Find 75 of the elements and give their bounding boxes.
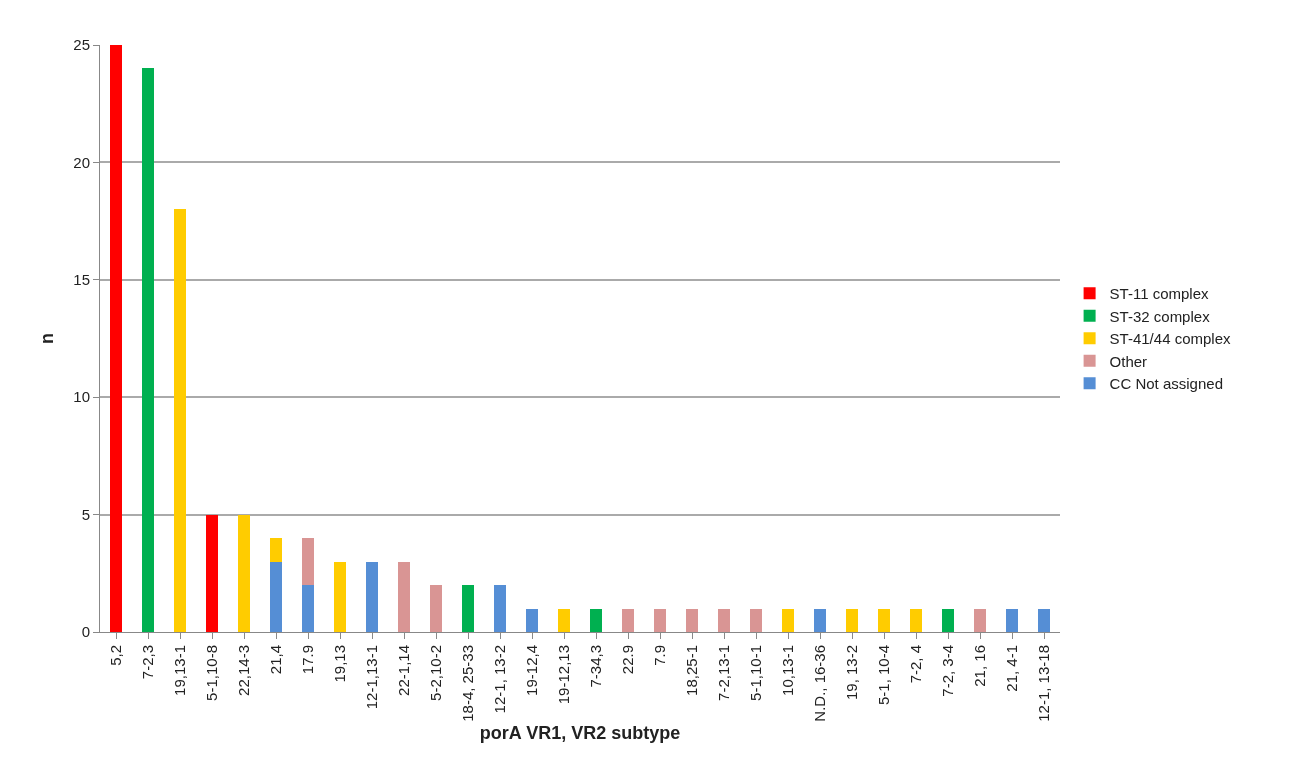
bar: [781, 608, 795, 632]
x-tick-label: 19,13-1: [170, 645, 188, 696]
bar: [333, 561, 347, 632]
legend-label: CC Not assigned: [1109, 375, 1223, 393]
x-tick-label: 5-1,10-1: [746, 645, 764, 701]
x-tick-label: 18,25-1: [682, 645, 700, 696]
x-tick-label: 5-2,10-2: [426, 645, 444, 701]
bar: [557, 608, 571, 632]
x-tick-label: 7.9: [650, 645, 668, 666]
bar: [365, 561, 379, 632]
bar: [973, 608, 987, 632]
x-tick-label: 7-2, 4: [906, 645, 924, 684]
x-tick-label: 21, 16: [970, 645, 988, 687]
y-tick-label: 10: [73, 388, 90, 406]
x-tick-label: 18-4, 25-33: [458, 645, 476, 722]
x-tick-label: 17.9: [298, 645, 316, 675]
x-tick-label: 21,4: [266, 645, 284, 675]
bar: [845, 608, 859, 632]
x-tick-label: 12-1, 13-2: [490, 645, 508, 714]
x-tick-label: 5,2: [106, 645, 124, 666]
bar: [621, 608, 635, 632]
bar: [269, 561, 283, 632]
bar: [109, 45, 123, 632]
x-tick-label: 12-1, 13-18: [1034, 645, 1052, 722]
legend-label: ST-41/44 complex: [1109, 330, 1231, 348]
x-tick-label: 22,14-3: [234, 645, 252, 696]
x-tick-label: N.D., 16-36: [810, 645, 828, 722]
x-tick-label: 7-34,3: [586, 645, 604, 688]
x-tick-label: 5-1,10-8: [202, 645, 220, 701]
bar: [301, 538, 315, 586]
x-tick-label: 22.9: [618, 645, 636, 675]
bar: [173, 209, 187, 632]
x-tick-label: 7-2, 3-4: [938, 645, 956, 697]
bar: [397, 561, 411, 632]
bar: [1005, 608, 1019, 632]
x-tick-label: 19,13: [330, 645, 348, 683]
x-axis-title: porA VR1, VR2 subtype: [479, 722, 681, 743]
x-tick-label: 7-2,3: [138, 645, 156, 680]
x-tick-label: 12-1,13-1: [362, 645, 380, 710]
bar: [141, 68, 155, 632]
legend-label: Other: [1109, 352, 1148, 370]
y-tick-label: 20: [73, 153, 90, 171]
bar: [653, 608, 667, 632]
y-tick-label: 5: [81, 505, 90, 523]
legend-label: ST-32 complex: [1109, 307, 1211, 325]
bar: [909, 608, 923, 632]
bar: [525, 608, 539, 632]
bar: [269, 538, 283, 562]
y-tick-label: 15: [73, 271, 90, 289]
bar: [1037, 608, 1051, 632]
bar: [749, 608, 763, 632]
y-tick-label: 0: [81, 623, 90, 641]
x-tick-label: 19-12,13: [554, 645, 572, 705]
x-tick-label: 7-2,13-1: [714, 645, 732, 701]
bar: [941, 608, 955, 632]
bar: [461, 585, 475, 632]
x-tick-label: 5-1, 10-4: [874, 645, 892, 706]
x-tick-label: 21, 4-1: [1002, 645, 1020, 692]
bar: [877, 608, 891, 632]
y-tick-label: 25: [73, 36, 90, 54]
bar: [717, 608, 731, 632]
bar: [237, 514, 251, 632]
bar: [205, 514, 219, 632]
bar: [429, 585, 443, 632]
legend-label: ST-11 complex: [1109, 285, 1210, 303]
bar: [493, 585, 507, 632]
x-tick-label: 19, 13-2: [842, 645, 860, 701]
bar: [301, 585, 315, 632]
x-tick-label: 19-12,4: [522, 645, 540, 696]
bar: [813, 608, 827, 632]
x-tick-label: 10,13-1: [778, 645, 796, 696]
x-tick-label: 22-1,14: [394, 645, 412, 696]
bar: [589, 608, 603, 632]
y-axis-title: n: [36, 333, 57, 344]
bar: [685, 608, 699, 632]
